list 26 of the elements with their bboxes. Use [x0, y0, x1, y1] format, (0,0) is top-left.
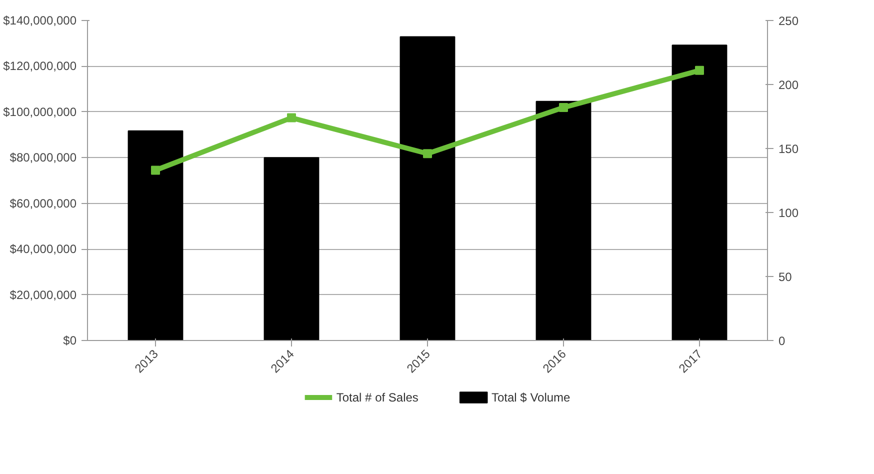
- legend-label: Total # of Sales: [336, 390, 418, 404]
- y2-tick-label: 150: [778, 142, 799, 156]
- point: [423, 149, 432, 158]
- point: [695, 66, 704, 75]
- bar: [672, 44, 728, 340]
- y-tick-label: $140,000,000: [3, 14, 77, 28]
- y2-tick-label: 100: [778, 206, 799, 220]
- bar: [536, 100, 592, 340]
- bar: [400, 36, 456, 340]
- y-tick-label: $0: [63, 334, 77, 348]
- legend-label: Total $ Volume: [492, 390, 571, 404]
- bar: [128, 130, 184, 340]
- point: [559, 103, 568, 112]
- y-tick-label: $100,000,000: [3, 104, 77, 119]
- y-tick-label: $80,000,000: [10, 150, 77, 165]
- bar: [264, 157, 320, 340]
- y-tick-label: $20,000,000: [10, 288, 77, 302]
- y2-tick-label: 50: [778, 270, 792, 284]
- y2-tick-label: 200: [778, 78, 799, 92]
- point: [151, 166, 160, 175]
- y-tick-label: $120,000,000: [3, 59, 77, 74]
- point: [287, 113, 296, 122]
- y2-tick-label: 0: [778, 334, 786, 348]
- y-tick-label: $60,000,000: [10, 196, 77, 210]
- y-tick-label: $40,000,000: [10, 242, 77, 256]
- y2-tick-label: 250: [778, 14, 799, 28]
